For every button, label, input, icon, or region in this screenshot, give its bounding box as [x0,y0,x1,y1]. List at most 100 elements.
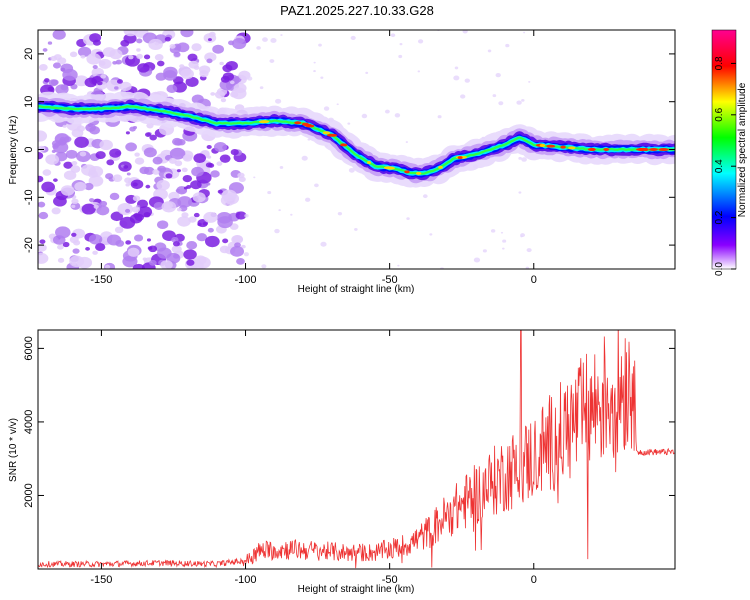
noise-speck [51,149,56,153]
noise-speck [99,139,113,151]
noise-speck [74,136,89,148]
ridge-peak [587,148,596,151]
noise-speck [59,136,66,142]
noise-speck [267,190,272,195]
noise-speck [274,228,280,234]
noise-speck [177,196,193,208]
noise-speck [197,222,202,227]
noise-speck [223,192,240,205]
noise-speck [154,42,159,46]
noise-speck [60,84,69,91]
noise-speck [172,241,180,247]
noise-speck [112,174,123,182]
colorbar-ticks: 0.0 0.2 0.4 0.6 0.8 [714,56,736,276]
noise-speck [247,76,253,81]
noise-speck [164,36,171,42]
noise-speck [80,54,86,59]
snr-ylabel: SNR (10 * v/v) [8,418,19,482]
noise-speck [57,257,65,263]
noise-speck [397,264,400,267]
noise-speck [41,181,56,193]
x-tick-label: -50 [382,574,398,586]
noise-speck [195,256,211,269]
noise-speck [171,245,182,254]
noise-speck [123,30,138,37]
noise-speck [187,53,198,62]
noise-speck [320,76,324,79]
noise-speck [213,142,227,153]
noise-speck [129,126,136,132]
noise-speck [42,169,52,176]
noise-speck [192,192,206,203]
noise-speck [177,139,186,146]
colorbar: 0.0 0.2 0.4 0.6 0.8 Normalized spectral ampl… [711,29,748,276]
noise-speck [125,240,132,245]
noise-speck [125,208,131,213]
noise-speck [203,211,218,223]
noise-speck [152,156,163,165]
noise-speck [126,172,131,176]
noise-speck [143,147,157,158]
ridge-peak [539,143,546,147]
noise-speck [109,192,120,201]
noise-speck [206,58,213,64]
noise-speck [210,170,220,178]
noise-speck [53,178,58,182]
y-tick-label: 20 [23,48,35,60]
noise-speck [38,211,49,220]
noise-speck [336,103,339,106]
noise-speck [240,244,246,249]
noise-speck [45,154,60,165]
noise-speck [125,142,137,152]
noise-speck [495,72,501,78]
noise-speck [460,94,466,99]
noise-speck [38,145,46,152]
noise-speck [116,79,123,84]
noise-speck [152,169,160,175]
colorbar-label: Normalized spectral amplitude [737,82,748,217]
noise-speck [72,248,80,254]
noise-speck [518,156,522,160]
noise-speck [262,37,268,42]
noise-speck [270,37,277,43]
noise-speck [320,241,327,247]
noise-speck [179,64,185,69]
noise-speck [154,53,164,61]
ridge-peak [658,148,669,151]
ridge-peak [637,148,648,151]
noise-speck [256,46,261,50]
noise-speck [93,204,99,209]
noise-speck [177,216,191,227]
noise-speck [259,86,264,90]
noise-speck [109,148,122,158]
snr-frame [37,329,676,570]
noise-speck [207,227,214,233]
noise-speck [180,30,194,38]
noise-speck [520,235,523,238]
noise-speck [51,207,61,215]
noise-speck [168,157,177,164]
noise-speck [157,60,165,67]
noise-speck [280,34,283,36]
noise-speck [437,115,442,119]
noise-speck [230,91,239,98]
y-tick-label: 4000 [23,410,35,434]
noise-speck [230,149,239,156]
noise-speck [114,86,119,90]
noise-speck [181,167,188,173]
noise-speck [492,94,497,98]
noise-speck [202,222,208,226]
noise-speck [95,243,106,252]
noise-speck [181,212,189,218]
colorbar-tick-label: 0.6 [714,107,725,121]
noise-speck [62,241,70,248]
noise-speck [132,195,141,202]
noise-speck [186,259,195,266]
noise-speck [207,38,212,42]
noise-speck [290,213,293,216]
noise-speck [191,166,204,177]
noise-speck [109,49,123,60]
noise-speck [71,232,77,237]
